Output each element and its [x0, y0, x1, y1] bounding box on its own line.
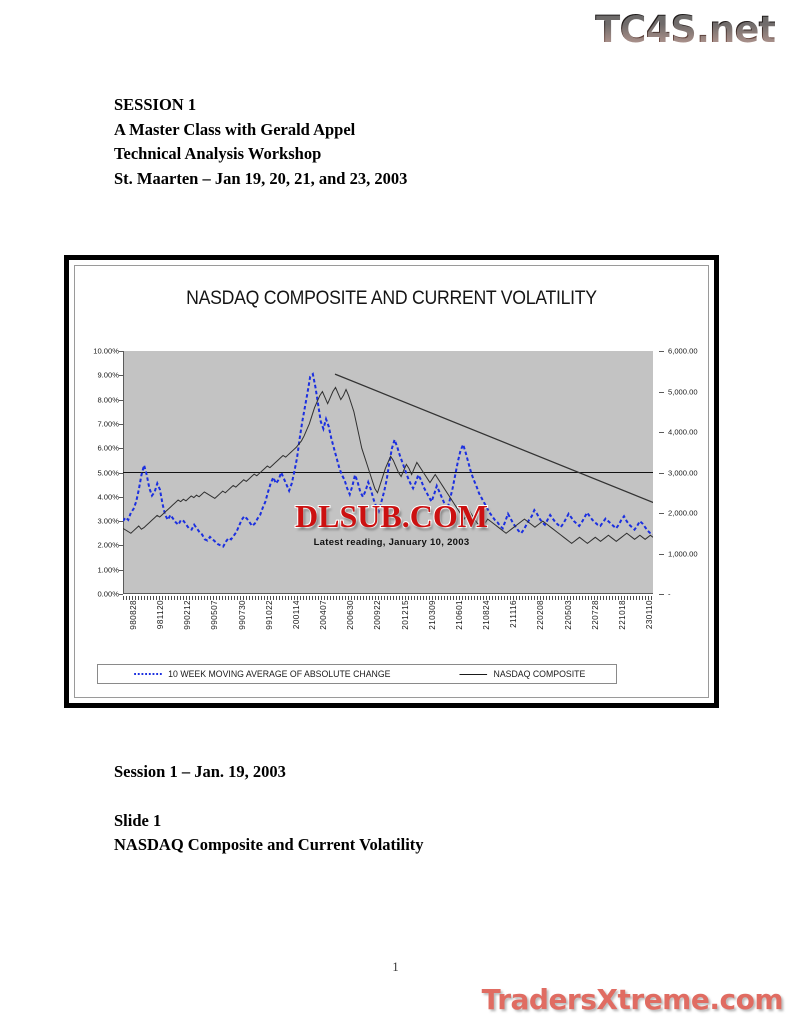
x-tick-label: 210824: [482, 600, 492, 630]
x-axis: 980828 981120 990212 990507 990730 991022 2001…: [123, 596, 654, 656]
x-tick-label: 990212: [183, 600, 193, 630]
series-line-volatility: [123, 372, 653, 548]
y-left-tick-label: 2.00%: [97, 540, 119, 550]
y-left-tick-label: 7.00%: [97, 419, 119, 429]
x-tick-label: 210601: [454, 600, 464, 630]
header-workshop-line: Technical Analysis Workshop: [114, 144, 322, 163]
y-left-tick-label: 4.00%: [97, 492, 119, 502]
y-left-tick-label: 6.00%: [97, 443, 119, 453]
x-tick-label: 981120: [156, 600, 166, 630]
x-tick-label: 990730: [237, 600, 247, 630]
y-right-tick-label: 6,000.00: [668, 346, 698, 356]
tc4s-logo: TC4S.net: [595, 8, 776, 51]
x-tick-label: 220503: [563, 600, 573, 630]
x-tick-label: 201215: [400, 600, 410, 630]
x-tick-label: 230110: [645, 600, 654, 630]
y-left-tick-mark: [119, 545, 123, 547]
y-right-tick-mark: [659, 472, 664, 474]
x-tick-label: 991022: [264, 600, 274, 630]
x-tick-label: 200630: [346, 600, 356, 630]
plot-wrap: [123, 351, 653, 594]
footer-block: Session 1 – Jan. 19, 2003 Slide 1 NASDAQ…: [114, 760, 424, 858]
y-left-tick-mark: [119, 569, 123, 571]
x-tick-label: 221018: [617, 600, 627, 630]
y-right-tick-label: 4,000.00: [668, 427, 698, 437]
x-tick-label: 220728: [590, 600, 600, 630]
y-left-tick-label: 5.00%: [97, 468, 119, 477]
x-tick-label: 200114: [291, 600, 301, 630]
y-right-tick-label: 3,000.00: [668, 468, 698, 477]
y-right-tick-mark: [659, 553, 664, 555]
legend-solid-line-icon: [459, 673, 487, 675]
y-right-tick-label: 1,000.00: [668, 549, 698, 558]
y-left-tick-label: 10.00%: [93, 346, 119, 356]
y-left-tick-mark: [119, 375, 123, 377]
y-left-tick-label: 8.00%: [97, 395, 119, 405]
y-left-tick-mark: [119, 399, 123, 401]
y-left-tick-mark: [119, 594, 123, 595]
y-axis-right: - 1,000.00 2,000.00 3,000.00 4,000.00 5,000.0…: [659, 347, 719, 599]
header-session-line: SESSION 1: [114, 95, 197, 114]
y-left-tick-label: 3.00%: [97, 516, 119, 526]
footer-slide-title: NASDAQ Composite and Current Volatility: [114, 835, 424, 854]
chart-title: NASDAQ COMPOSITE AND CURRENT VOLATILITY: [186, 288, 597, 309]
x-tick-label: 211116: [509, 600, 519, 628]
header-location-line: St. Maarten – Jan 19, 20, 21, and 23, 20…: [114, 168, 408, 188]
y-right-tick-mark: [659, 432, 664, 433]
x-tick-label: 200407: [319, 600, 329, 630]
chart-legend: 10 WEEK MOVING AVERAGE OF ABSOLUTE CHANG…: [97, 664, 617, 684]
y-left-tick-label: 9.00%: [97, 370, 119, 380]
y-left-tick-mark: [119, 351, 123, 352]
x-tick-label: 990507: [210, 600, 220, 630]
y-right-tick-label: 2,000.00: [668, 508, 698, 518]
y-right-tick-mark: [659, 351, 664, 352]
y-left-tick-mark: [119, 472, 123, 474]
legend-label-volatility: 10 WEEK MOVING AVERAGE OF ABSOLUTE CHANG…: [168, 668, 391, 680]
header-class-line: A Master Class with Gerald Appel: [114, 119, 356, 139]
footer-session-line: Session 1 – Jan. 19, 2003: [114, 762, 286, 781]
y-right-tick-label: -: [668, 589, 671, 599]
y-right-tick-label: 5,000.00: [668, 387, 698, 396]
plot-svg: [123, 372, 653, 548]
chart-frame: NASDAQ COMPOSITE AND CURRENT VOLATILITY …: [64, 255, 719, 708]
x-axis-minor-ticks: [123, 596, 653, 600]
y-left-tick-mark: [119, 521, 123, 523]
legend-dotted-line-icon: [134, 673, 163, 675]
footer-slide-number: Slide 1: [114, 810, 162, 830]
y-right-tick-mark: [659, 594, 664, 595]
y-right-tick-mark: [659, 513, 664, 514]
x-tick-label: 210309: [427, 600, 437, 630]
x-tick-label: 220208: [536, 600, 546, 630]
y-right-tick-mark: [659, 391, 664, 393]
y-left-tick-mark: [119, 448, 123, 450]
y-axis-left: 0.00% 1.00% 2.00% 3.00% 4.00% 5.00% 6.00% 7.00%…: [73, 347, 123, 599]
y-left-tick-label: 0.00%: [97, 589, 119, 599]
legend-entry-nasdaq: NASDAQ COMPOSITE: [459, 669, 585, 680]
legend-entry-volatility: 10 WEEK MOVING AVERAGE OF ABSOLUTE CHANG…: [134, 668, 391, 680]
chart-inner-border: NASDAQ COMPOSITE AND CURRENT VOLATILITY …: [74, 265, 709, 698]
footer-spacer: [114, 785, 424, 809]
x-tick-label: 980828: [129, 600, 138, 630]
y-left-tick-label: 1.00%: [97, 565, 119, 575]
y-left-tick-mark: [119, 423, 123, 425]
header-block: SESSION 1 A Master Class with Gerald App…: [114, 93, 407, 191]
y-left-tick-mark: [119, 496, 123, 498]
tradersxtreme-logo: TradersXtreme.com: [480, 982, 784, 1018]
series-line-nasdaq: [123, 386, 653, 545]
legend-label-nasdaq: NASDAQ COMPOSITE: [493, 668, 586, 680]
trendline: [334, 373, 653, 504]
page-number: 1: [392, 960, 399, 974]
x-tick-label: 200922: [373, 600, 383, 630]
